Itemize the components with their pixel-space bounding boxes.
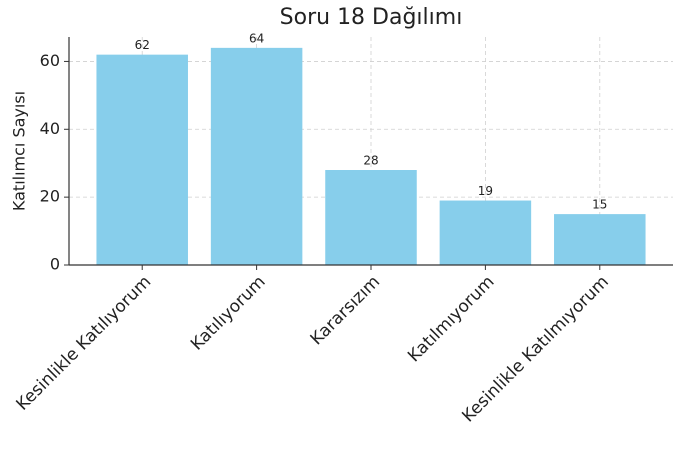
- data-label: 15: [592, 198, 607, 212]
- bar: [439, 200, 532, 265]
- bar: [554, 214, 646, 265]
- y-tick-label: 0: [50, 255, 60, 274]
- bar: [210, 47, 303, 265]
- x-tick-label: Katılıyorum: [187, 272, 270, 355]
- data-label: 64: [249, 31, 264, 45]
- data-label: 19: [478, 184, 493, 198]
- data-label: 28: [363, 154, 378, 168]
- y-tick-label: 60: [40, 51, 60, 70]
- y-tick-label: 40: [40, 119, 60, 138]
- y-axis-label: Katılımcı Sayısı: [10, 91, 29, 211]
- x-tick-label: Kesinlikle Katılıyorum: [13, 272, 156, 415]
- bar: [96, 54, 188, 266]
- y-tick-label: 20: [40, 187, 60, 206]
- data-label: 62: [135, 38, 150, 52]
- bar: [325, 170, 417, 265]
- x-tick-label: Katılmıyorum: [404, 272, 498, 366]
- chart-title: Soru 18 Dağılımı: [280, 5, 463, 30]
- x-tick-label: Kararsızım: [307, 272, 384, 349]
